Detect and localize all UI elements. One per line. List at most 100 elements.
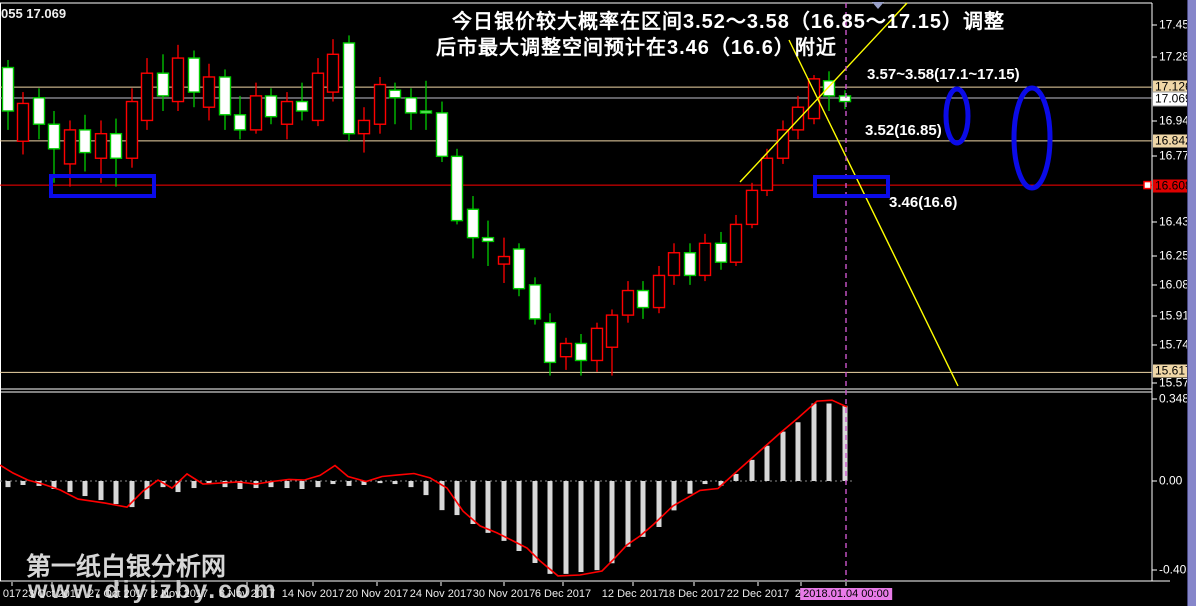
price-scale-label: 16.608 [1153, 178, 1194, 193]
price-scale-label: 17.126 [1153, 79, 1194, 94]
price-scale-label: 15.745 [1159, 337, 1196, 352]
candle-body [264, 95, 278, 118]
price-scale-label: 17.069 [1152, 91, 1195, 107]
chart-title-line1: 今日银价较大概率在区间3.52～3.58（16.85～17.15）调整 [452, 11, 1005, 33]
chart-title-line2: 后市最大调整空间预计在3.46（16.6）附近 [436, 37, 837, 59]
trendline [739, 2, 908, 183]
candle-body [156, 72, 170, 97]
candle-body [590, 327, 604, 362]
candle-body [807, 78, 821, 120]
candle-body [63, 129, 77, 165]
annotation-ellipse [1011, 85, 1053, 191]
candle-body [528, 284, 542, 320]
bid-price-marker [1143, 180, 1152, 190]
candle-body [357, 119, 371, 135]
candle-body [1, 66, 15, 112]
candle-body [776, 129, 790, 159]
candle-body [94, 132, 108, 159]
candle-body [636, 289, 650, 309]
price-scale-label: 15.915 [1159, 308, 1196, 323]
trendline [788, 39, 959, 387]
time-axis-label: 18 Dec 2017 [662, 588, 726, 600]
candle-body [559, 342, 573, 358]
price-scale-label: 17.285 [1159, 49, 1196, 64]
candle-body [435, 112, 449, 158]
candle-body [698, 242, 712, 277]
candle-body [249, 95, 263, 131]
price-scale-label: 17.455 [1159, 17, 1196, 32]
annotation-support: 3.46(16.6) [889, 194, 958, 211]
price-scale-label: 16.770 [1159, 148, 1196, 163]
candle-body [450, 155, 464, 222]
price-scale-label: 15.617 [1153, 363, 1194, 378]
candle-body [667, 252, 681, 277]
annotation-mid-level: 3.52(16.85) [865, 122, 942, 139]
candle-body [760, 157, 774, 192]
candle-body [187, 57, 201, 93]
candle-body [109, 132, 123, 159]
vertical-scrollbar[interactable] [1187, 0, 1196, 606]
candle-body [466, 208, 480, 239]
candle-body [652, 274, 666, 309]
time-axis-label: 8 Nov 2017 [218, 588, 276, 600]
candle-body [16, 102, 30, 142]
candle-body [388, 89, 402, 99]
candle-body [140, 72, 154, 122]
indicator-signal-line [0, 399, 848, 577]
candle-body [605, 314, 619, 348]
price-scale-label: 15.575 [1159, 375, 1196, 390]
price-scale-label: 16.940 [1159, 113, 1196, 128]
candle-body [295, 100, 309, 112]
candle-body [838, 95, 852, 103]
time-axis-label: 27 Oct 2017 [88, 588, 148, 600]
quote-header: 055 17.069 [1, 6, 67, 21]
price-scale-label: -0.4032 [1159, 562, 1196, 577]
watermark-site-url: www.diyizby.com [28, 576, 279, 604]
time-axis-label: 20 Nov 2017 [345, 588, 409, 600]
candle-body [202, 76, 216, 108]
time-axis-label: 2 Nov 2017 [151, 588, 209, 600]
annotation-rectangle [813, 175, 890, 198]
candle-body [791, 106, 805, 131]
price-scale-label: 16.842 [1153, 133, 1194, 148]
candle-body [218, 76, 232, 116]
annotation-ellipse [943, 86, 971, 146]
candle-body [326, 53, 340, 93]
time-axis-label-highlighted: 2018.01.04 00:00 [800, 588, 892, 600]
candle-body [78, 129, 92, 154]
time-axis-label: 017 [2, 588, 22, 600]
time-axis-label: 24 Nov 2017 [409, 588, 473, 600]
candle-body [729, 223, 743, 263]
candle-body [342, 42, 356, 135]
candle-body [233, 114, 247, 131]
candle-body [280, 100, 294, 125]
candle-body [497, 255, 511, 265]
candle-body [419, 110, 433, 114]
time-axis-label: 14 Nov 2017 [281, 588, 345, 600]
candle-body [714, 242, 728, 263]
candle-body [543, 321, 557, 364]
candle-body [47, 123, 61, 150]
candle-body [125, 100, 139, 159]
current-bar-triangle-icon [872, 2, 884, 9]
candle-body [621, 289, 635, 316]
candle-body [683, 252, 697, 277]
price-scale-label: 0.3489 [1159, 391, 1196, 406]
candle-body [311, 72, 325, 122]
annotation-rectangle [49, 174, 156, 198]
candle-body [481, 236, 495, 243]
candle-body [171, 57, 185, 103]
annotation-resistance: 3.57~3.58(17.1~17.15) [867, 66, 1020, 83]
time-axis-label: 12 Dec 2017 [601, 588, 665, 600]
candle-body [745, 189, 759, 226]
candle-body [574, 342, 588, 362]
candle-body [404, 97, 418, 114]
price-scale-label: 16.430 [1159, 214, 1196, 229]
price-scale-label: 0.00 [1159, 473, 1183, 488]
candle-body [373, 83, 387, 125]
time-axis-label: 30 Nov 2017 [472, 588, 536, 600]
